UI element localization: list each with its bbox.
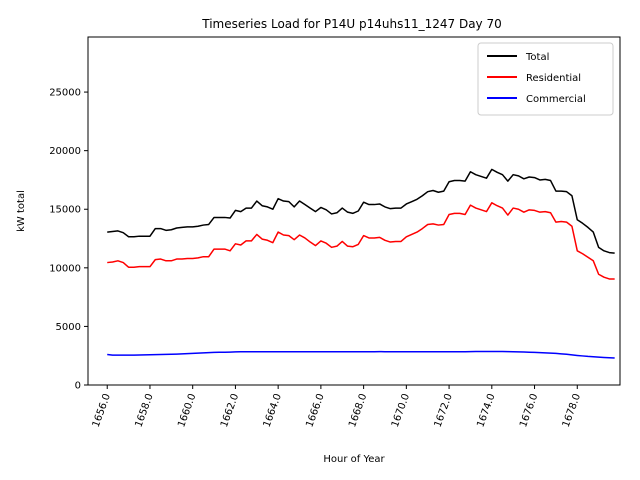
x-tick-label: 1666.0: [304, 392, 326, 429]
x-tick-label: 1658.0: [133, 392, 155, 429]
series-line-commercial: [107, 350, 615, 359]
y-axis: 0 5000 10000 15000 20000 25000: [49, 88, 88, 392]
x-tick-label: 1662.0: [219, 392, 241, 429]
plot-border: [87, 36, 621, 386]
y-tick-label: 10000: [49, 263, 81, 274]
x-tick-label: 1676.0: [518, 392, 540, 429]
y-tick-label: 0: [75, 381, 81, 392]
series-line-total: [107, 168, 615, 254]
x-axis: 1656.0 1658.0 1660.0 1662.0 1664.0 1666.0 1668…: [91, 385, 583, 429]
x-tick-label: 1674.0: [475, 392, 497, 429]
legend-label-residential: Residential: [526, 73, 581, 84]
x-tick-label: 1678.0: [561, 392, 583, 429]
y-tick-label: 15000: [49, 205, 81, 216]
x-tick-label: 1656.0: [91, 392, 113, 429]
legend-label-total: Total: [525, 52, 549, 63]
y-tick-label: 20000: [49, 146, 81, 157]
x-tick-label: 1660.0: [176, 392, 198, 429]
x-tick-label: 1670.0: [390, 392, 412, 429]
series-layer: [107, 168, 615, 359]
x-tick-label: 1668.0: [347, 392, 369, 429]
x-tick-label: 1664.0: [262, 392, 284, 429]
y-tick-label: 5000: [56, 322, 81, 333]
legend: Total Residential Commercial: [477, 42, 614, 116]
x-axis-label: Hour of Year: [323, 454, 385, 465]
chart-title: Timeseries Load for P14U p14uhs11_1247 D…: [201, 17, 502, 31]
y-axis-label: kW total: [16, 190, 27, 232]
series-line-residential: [107, 202, 615, 280]
x-tick-label: 1672.0: [433, 392, 455, 429]
legend-label-commercial: Commercial: [526, 94, 586, 105]
y-tick-label: 25000: [49, 88, 81, 99]
